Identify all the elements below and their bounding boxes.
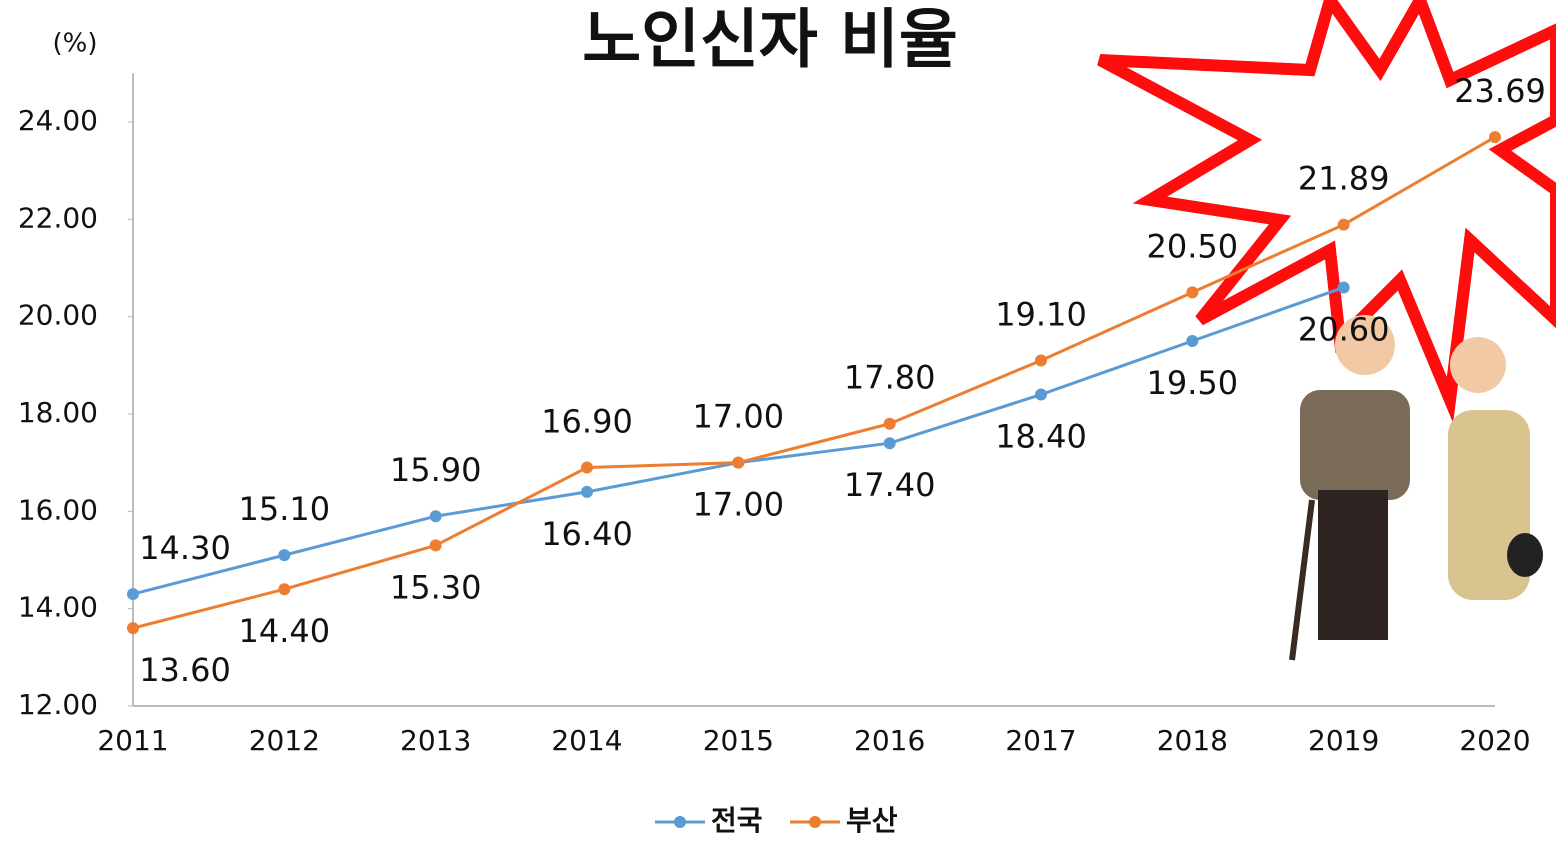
cane (1292, 500, 1312, 660)
data-point (430, 510, 442, 522)
data-label: 15.30 (390, 568, 482, 606)
data-label: 20.50 (1147, 227, 1239, 265)
data-point (1338, 219, 1350, 231)
x-tick-label: 2017 (1005, 724, 1076, 757)
data-point (1186, 286, 1198, 298)
handbag (1507, 533, 1543, 577)
legend-marker (674, 816, 686, 828)
chart-title: 노인신자 비율 (582, 4, 958, 78)
chart: 12.00 14.00 16.00 18.00 20.00 22.00 24.00 2011 2… (0, 0, 1556, 843)
data-point (732, 457, 744, 469)
x-tick-label: 2016 (854, 724, 925, 757)
data-label: 15.10 (239, 490, 331, 528)
data-point (1035, 354, 1047, 366)
data-label: 14.30 (139, 529, 231, 567)
x-tick-label: 2011 (97, 724, 168, 757)
legend-label: 부산 (846, 804, 898, 837)
data-point (581, 462, 593, 474)
man-legs (1318, 490, 1388, 640)
data-label: 16.90 (541, 403, 633, 441)
y-tick-label: 20.00 (18, 299, 98, 332)
data-point (1338, 281, 1350, 293)
data-label: 19.10 (995, 295, 1087, 333)
data-label: 18.40 (995, 418, 1087, 456)
data-point (884, 437, 896, 449)
data-label: 20.60 (1298, 310, 1390, 348)
series-line (133, 287, 1344, 594)
data-label: 17.00 (693, 398, 785, 436)
data-point (884, 418, 896, 430)
x-tick-label: 2014 (551, 724, 622, 757)
y-axis-label: (%) (53, 29, 98, 59)
data-label: 15.90 (390, 451, 482, 489)
y-tick-label: 16.00 (18, 493, 98, 526)
data-label: 13.60 (139, 651, 231, 689)
data-point (1186, 335, 1198, 347)
data-point (430, 539, 442, 551)
data-label: 23.69 (1454, 72, 1546, 110)
y-tick-label: 22.00 (18, 201, 98, 234)
y-tick-label: 18.00 (18, 396, 98, 429)
x-tick-label: 2018 (1157, 724, 1228, 757)
legend-label: 전국 (711, 804, 763, 837)
x-tick-label: 2019 (1308, 724, 1379, 757)
data-point (278, 583, 290, 595)
data-point (278, 549, 290, 561)
data-point (127, 588, 139, 600)
woman-head (1450, 337, 1506, 393)
x-tick-label: 2012 (249, 724, 320, 757)
data-label: 17.80 (844, 359, 936, 397)
data-point (1035, 389, 1047, 401)
data-label: 17.00 (693, 486, 785, 524)
data-label: 14.40 (239, 612, 331, 650)
x-tick-label: 2013 (400, 724, 471, 757)
data-label: 19.50 (1147, 364, 1239, 402)
y-tick-label: 24.00 (18, 104, 98, 137)
y-tick-label: 14.00 (18, 591, 98, 624)
x-tick-label: 2015 (703, 724, 774, 757)
data-point (581, 486, 593, 498)
x-tick-label: 2020 (1459, 724, 1530, 757)
legend-marker (809, 816, 821, 828)
data-label: 17.40 (844, 466, 936, 504)
data-point (1489, 131, 1501, 143)
elderly-illustration (1292, 315, 1543, 660)
data-label: 21.89 (1298, 160, 1390, 198)
man-coat (1300, 390, 1410, 500)
y-tick-label: 12.00 (18, 688, 98, 721)
data-label: 16.40 (541, 515, 633, 553)
data-point (127, 622, 139, 634)
